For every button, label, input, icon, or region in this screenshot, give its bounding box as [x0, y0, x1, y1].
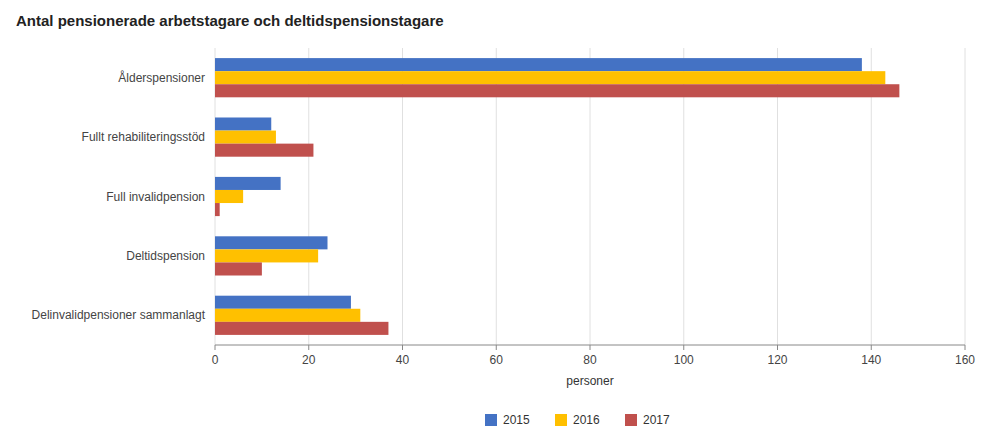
x-tick	[683, 345, 684, 350]
bar	[215, 144, 313, 157]
x-tick	[590, 345, 591, 350]
x-tick	[496, 345, 497, 350]
x-tick	[215, 345, 216, 350]
bar	[215, 236, 328, 249]
x-axis-label: personer	[566, 374, 613, 388]
y-tick-label: Full invalidpension	[106, 190, 205, 204]
bar	[215, 117, 271, 130]
grid-line	[965, 48, 966, 345]
y-tick-label: Ålderspensioner	[118, 70, 205, 85]
bar	[215, 177, 281, 190]
bars	[215, 58, 899, 335]
grid	[215, 48, 965, 345]
legend-swatch	[555, 414, 567, 426]
legend-swatch	[485, 414, 497, 426]
bar	[215, 309, 360, 322]
x-tick	[402, 345, 403, 350]
x-tick-label: 20	[302, 353, 316, 367]
x-tick-label: 60	[490, 353, 504, 367]
x-tick-label: 120	[767, 353, 787, 367]
bar	[215, 84, 899, 97]
x-tick	[871, 345, 872, 350]
x-tick-label: 100	[674, 353, 694, 367]
x-tick	[308, 345, 309, 350]
bar	[215, 58, 862, 71]
y-tick-label: Deltidspension	[126, 249, 205, 263]
x-tick	[777, 345, 778, 350]
title: Antal pensionerade arbetstagare och delt…	[16, 12, 444, 29]
bar	[215, 322, 388, 335]
bar	[215, 71, 885, 84]
legend-label: 2015	[503, 413, 530, 427]
bar	[215, 262, 262, 275]
chart-container: Antal pensionerade arbetstagare och delt…	[0, 0, 1003, 448]
x-axis: 0 20 40 60 80 100 120 140 160 personer	[212, 345, 976, 388]
legend-swatch	[625, 414, 637, 426]
y-tick-label: Fullt rehabiliteringsstöd	[82, 130, 205, 144]
x-tick-label: 80	[583, 353, 597, 367]
bar	[215, 190, 243, 203]
bar	[215, 296, 351, 309]
x-tick	[965, 345, 966, 350]
legend-label: 2017	[643, 413, 670, 427]
bar	[215, 203, 220, 216]
x-tick-label: 0	[212, 353, 219, 367]
legend-label: 2016	[573, 413, 600, 427]
bar	[215, 131, 276, 144]
bar	[215, 249, 318, 262]
x-tick-label: 140	[861, 353, 881, 367]
legend: 2015 2016 2017	[485, 413, 670, 427]
y-axis: Delinvalidpensioner sammanlagt Deltidspen…	[32, 70, 206, 323]
x-tick-label: 160	[955, 353, 975, 367]
x-tick-label: 40	[396, 353, 410, 367]
chart: Antal pensionerade arbetstagare och delt…	[0, 0, 1003, 448]
y-tick-label: Delinvalidpensioner sammanlagt	[32, 308, 206, 322]
